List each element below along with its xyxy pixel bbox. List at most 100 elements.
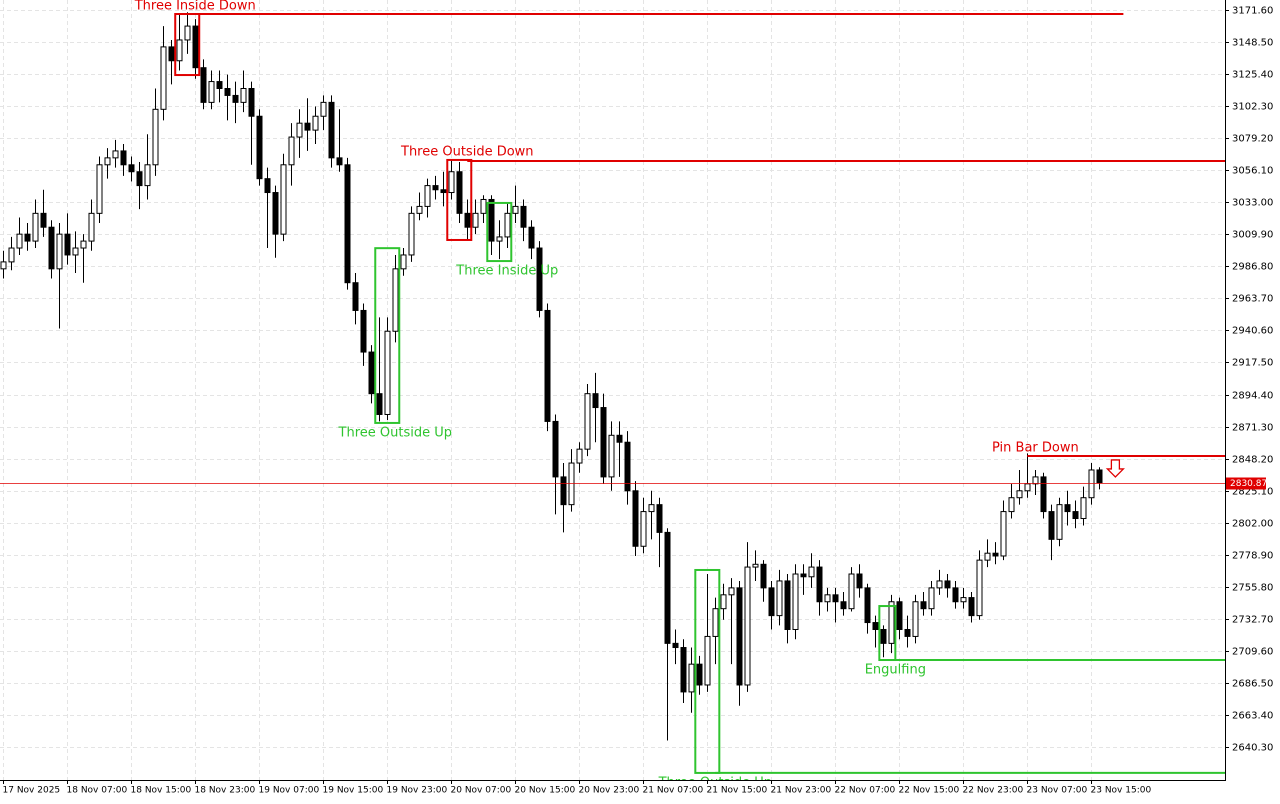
pattern-label: Three Outside Up: [658, 775, 772, 790]
candle-body: [696, 663, 703, 686]
candle-body: [24, 233, 31, 242]
y-tick-label: 2940.60: [1232, 326, 1273, 337]
y-tick-label: 2986.80: [1232, 262, 1273, 273]
x-tick-label: 18 Nov 23:00: [195, 786, 256, 796]
candle-body: [648, 504, 655, 513]
candle-body: [1000, 511, 1007, 557]
candle-body: [712, 608, 719, 637]
candle-body: [1016, 490, 1023, 499]
candle-body: [928, 587, 935, 610]
candle-body: [536, 247, 543, 311]
candle-body: [56, 233, 63, 270]
y-tick-label: 2686.50: [1232, 679, 1273, 690]
candle-body: [944, 580, 951, 589]
candle-body: [32, 212, 39, 242]
pattern-label: Three Outside Up: [338, 425, 452, 440]
x-tick-label: 19 Nov 23:00: [387, 786, 448, 796]
pattern-box: [486, 201, 513, 263]
candle-body: [424, 185, 431, 207]
candle-body: [336, 157, 343, 166]
candle-body: [600, 407, 607, 478]
y-tick-label: 2778.90: [1232, 551, 1273, 562]
candle-body: [624, 441, 631, 492]
candle-body: [432, 185, 439, 191]
candle-body: [16, 233, 23, 249]
candle-body: [288, 136, 295, 166]
candle-body: [320, 101, 327, 117]
candle-body: [176, 39, 183, 62]
pattern-label: Three Outside Down: [400, 144, 534, 159]
signal-arrow: [1105, 459, 1125, 478]
candle-body: [552, 420, 559, 478]
candle-body: [256, 115, 263, 180]
candle-body: [880, 628, 887, 644]
x-tick-label: 21 Nov 23:00: [771, 786, 832, 796]
candle-body: [1064, 504, 1071, 513]
candle-body: [192, 25, 199, 69]
y-tick-label: 3125.40: [1232, 70, 1273, 81]
candle-body: [632, 490, 639, 547]
candle-body: [808, 566, 815, 578]
y-tick-label: 2871.30: [1232, 423, 1273, 434]
y-tick-label: 2755.80: [1232, 583, 1273, 594]
x-tick-label: 17 Nov 2025: [3, 786, 61, 796]
candle-body: [240, 88, 247, 103]
candle-body: [296, 122, 303, 138]
candle-body: [816, 566, 823, 603]
candle-body: [304, 122, 311, 131]
candle-body: [448, 171, 455, 194]
candle-body: [1080, 497, 1087, 520]
candle-body: [152, 108, 159, 166]
candle-body: [488, 198, 495, 242]
y-tick-label: 2709.60: [1232, 647, 1273, 658]
price-tag: [1226, 477, 1266, 490]
candle-body: [224, 88, 231, 96]
y-tick-label: 2963.70: [1232, 294, 1273, 305]
plot-area: Three Inside Down Three Outside Down Three…: [0, 0, 1225, 790]
pattern-label: Three Inside Down: [134, 0, 256, 14]
pattern-label: Three Inside Up: [455, 264, 558, 279]
candle-body: [976, 559, 983, 617]
pattern-label: Pin Bar Down: [992, 440, 1079, 455]
candle-body: [1040, 476, 1047, 513]
candle-body: [560, 476, 567, 506]
x-tick-label: 20 Nov 23:00: [579, 786, 640, 796]
candle-body: [464, 212, 471, 228]
candle-body: [912, 601, 919, 637]
x-tick-label: 18 Nov 07:00: [67, 786, 128, 796]
candle-body: [128, 164, 135, 173]
y-tick-label: 2917.50: [1232, 358, 1273, 369]
x-tick-label: 23 Nov 15:00: [1091, 786, 1152, 796]
candle-body: [968, 597, 975, 617]
candle-body: [64, 233, 71, 256]
candle-body: [672, 642, 679, 649]
candle-body: [656, 504, 663, 533]
candle-body: [1032, 476, 1039, 485]
candle-body: [312, 115, 319, 131]
candle-body: [688, 663, 695, 693]
candle-body: [248, 88, 255, 117]
candle-body: [200, 67, 207, 103]
candle-body: [992, 552, 999, 557]
candle-body: [280, 164, 287, 235]
candle-body: [904, 628, 911, 637]
candle-body: [416, 205, 423, 214]
x-tick-label: 21 Nov 15:00: [707, 786, 768, 796]
candle-body: [752, 563, 759, 568]
candle-body: [272, 192, 279, 235]
candle-body: [264, 178, 271, 194]
candle-body: [104, 157, 111, 166]
candle-body: [40, 212, 47, 228]
x-tick-label: 19 Nov 07:00: [259, 786, 320, 796]
candle-body: [48, 226, 55, 270]
candle-body: [952, 587, 959, 603]
y-tick-label: 2825.10: [1232, 487, 1273, 498]
y-tick-label: 2732.70: [1232, 615, 1273, 626]
candle-body: [1008, 497, 1015, 513]
candle-body: [80, 240, 87, 249]
candle-body: [208, 81, 215, 103]
candle-body: [856, 573, 863, 589]
candle-body: [120, 150, 127, 166]
candle-body: [520, 205, 527, 228]
